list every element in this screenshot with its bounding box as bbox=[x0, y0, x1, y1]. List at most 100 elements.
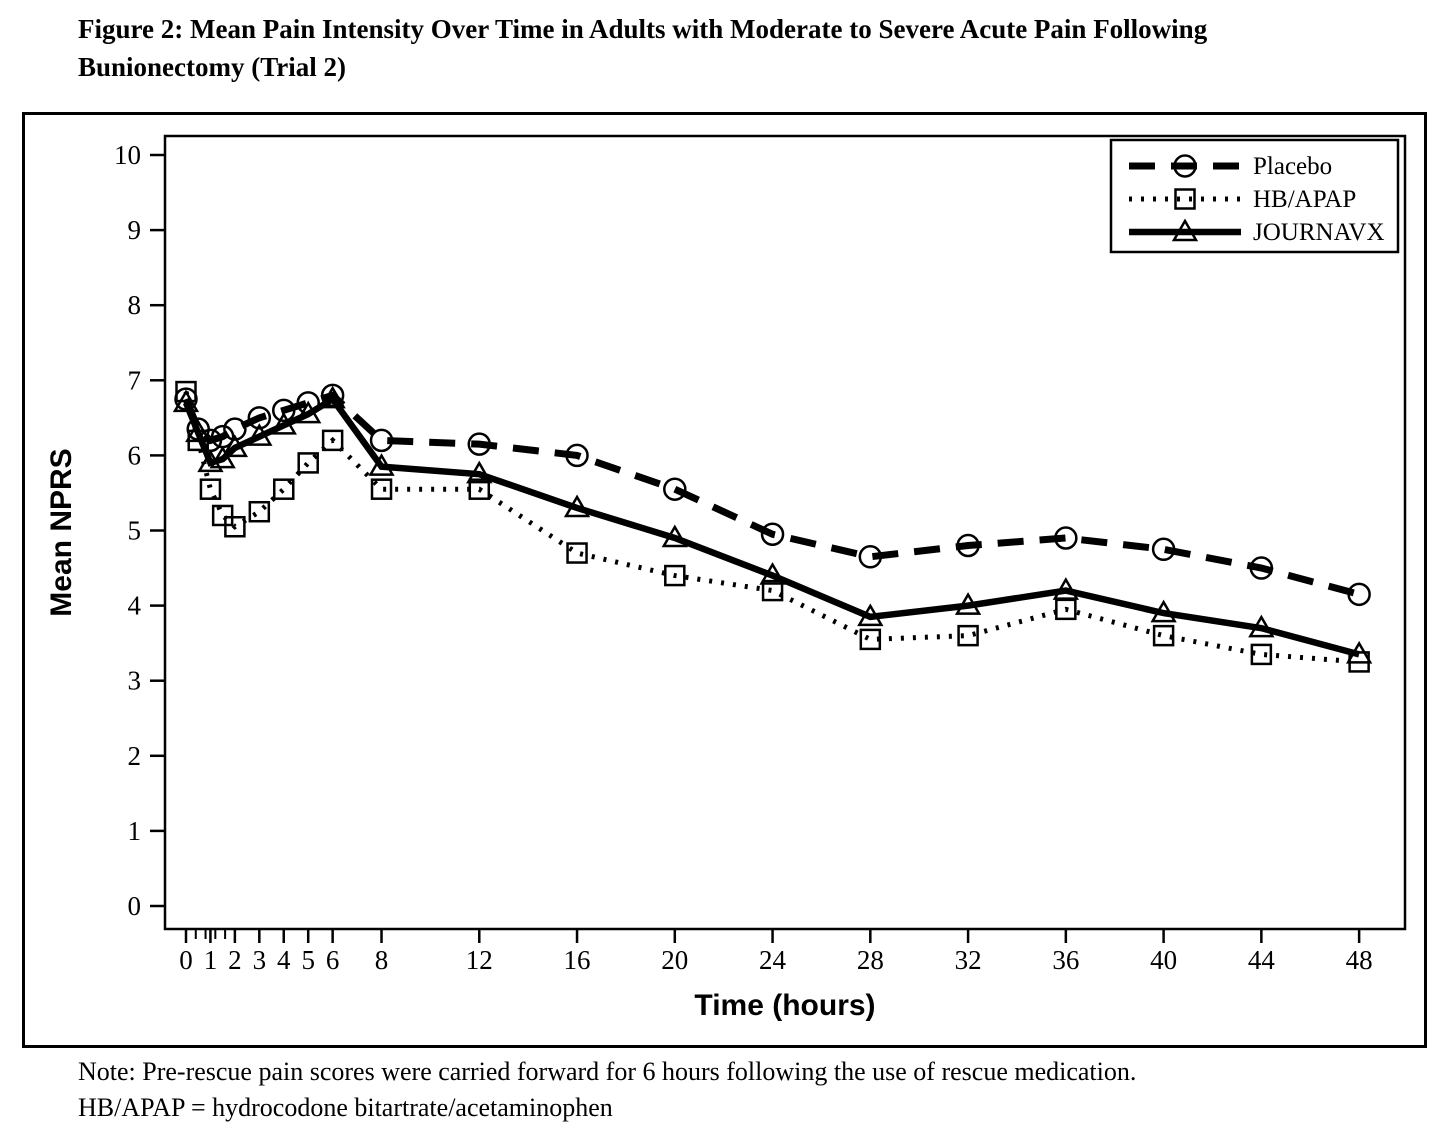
triangle-marker bbox=[221, 434, 249, 458]
circle-marker bbox=[956, 533, 980, 558]
triangle-marker bbox=[1248, 614, 1275, 638]
square-marker bbox=[1152, 624, 1175, 647]
legend-label: Placebo bbox=[1253, 153, 1332, 180]
square-marker bbox=[211, 504, 234, 527]
series-journavx bbox=[172, 385, 1373, 664]
x-tick-label: 6 bbox=[326, 945, 340, 975]
triangle-marker bbox=[1171, 218, 1199, 242]
square-marker bbox=[1174, 188, 1196, 210]
x-tick-label: 28 bbox=[857, 945, 884, 975]
triangle-marker bbox=[661, 524, 688, 548]
triangle-marker bbox=[759, 562, 786, 585]
square-marker bbox=[761, 579, 784, 602]
x-tick-label: 16 bbox=[564, 945, 591, 975]
triangle-marker bbox=[563, 494, 591, 518]
square-marker bbox=[859, 628, 882, 651]
circle-marker bbox=[1151, 537, 1176, 562]
square-marker bbox=[664, 564, 686, 587]
y-axis-title: Mean NPRS bbox=[45, 448, 78, 616]
series-line bbox=[183, 390, 1360, 665]
x-tick-label: 20 bbox=[661, 945, 688, 975]
triangle-marker bbox=[295, 400, 322, 424]
y-tick-label: 8 bbox=[128, 290, 142, 320]
series-line bbox=[182, 391, 1361, 598]
series-line bbox=[182, 394, 1360, 658]
x-tick-label: 5 bbox=[301, 945, 315, 975]
square-marker bbox=[199, 478, 222, 500]
circle-marker bbox=[858, 545, 883, 569]
y-tick-label: 4 bbox=[128, 591, 142, 621]
y-axis: 0 1 2 3 4 5 6 7 8 9 10 bbox=[114, 140, 165, 921]
x-tick-label: 24 bbox=[759, 945, 787, 975]
square-marker bbox=[175, 380, 197, 403]
y-tick-label: 10 bbox=[114, 140, 141, 170]
x-tick-label: 32 bbox=[955, 945, 982, 975]
x-tick-label: 36 bbox=[1052, 945, 1079, 975]
circle-marker bbox=[1249, 556, 1274, 580]
circle-marker bbox=[663, 477, 687, 501]
y-tick-label: 6 bbox=[128, 440, 142, 470]
legend-label: JOURNAVX bbox=[1253, 219, 1385, 246]
y-tick-label: 0 bbox=[128, 891, 142, 921]
figure-note-line-2: HB/APAP = hydrocodone bitartrate/acetami… bbox=[78, 1093, 613, 1122]
series-placebo bbox=[174, 383, 1371, 607]
y-tick-label: 3 bbox=[128, 666, 142, 696]
y-tick-label: 9 bbox=[128, 215, 142, 245]
x-tick-label: 48 bbox=[1346, 945, 1373, 975]
figure-note: Note: Pre-rescue pain scores were carrie… bbox=[78, 1054, 1418, 1126]
series-hb-apap bbox=[175, 380, 1370, 673]
legend: Placebo HB/APAP JOURNAVX bbox=[1109, 138, 1400, 254]
circle-marker bbox=[272, 398, 296, 423]
triangle-marker bbox=[1150, 599, 1177, 623]
square-marker bbox=[566, 542, 588, 564]
circle-marker bbox=[1054, 526, 1078, 550]
square-marker bbox=[273, 478, 295, 500]
triangle-marker bbox=[954, 592, 982, 615]
x-axis: 0 1 2 3 4 5 6 8 12 16 20 24 28 32 36 40 44 48 bbox=[179, 929, 1373, 975]
x-tick-label: 0 bbox=[179, 945, 193, 975]
triangle-marker bbox=[172, 389, 200, 413]
legend-label: HB/APAP bbox=[1253, 186, 1356, 213]
triangle-marker bbox=[368, 453, 395, 476]
y-tick-label: 5 bbox=[128, 516, 142, 546]
x-axis-title: Time (hours) bbox=[694, 989, 875, 1022]
circle-marker bbox=[467, 432, 492, 456]
figure-note-line-1: Note: Pre-rescue pain scores were carrie… bbox=[78, 1057, 1137, 1086]
triangle-marker bbox=[466, 460, 493, 484]
square-marker bbox=[297, 452, 319, 474]
square-marker bbox=[224, 515, 246, 538]
triangle-marker bbox=[1052, 577, 1080, 600]
square-marker bbox=[370, 478, 393, 500]
y-tick-label: 7 bbox=[128, 365, 142, 395]
square-marker bbox=[1250, 643, 1273, 666]
square-marker bbox=[957, 624, 979, 647]
square-marker bbox=[1055, 598, 1077, 621]
triangle-marker bbox=[209, 445, 236, 469]
circle-marker bbox=[760, 522, 785, 547]
circle-marker bbox=[1347, 582, 1371, 607]
circle-marker bbox=[1173, 154, 1197, 178]
circle-marker bbox=[247, 406, 272, 430]
figure-frame: 0 1 2 3 4 5 6 7 8 9 10 0 1 2 3 4 5 6 8 12 16 20 24 28 32 36 40 44 48… bbox=[22, 112, 1427, 1048]
triangle-marker bbox=[246, 423, 273, 446]
x-tick-label: 8 bbox=[375, 945, 389, 975]
figure-title-line-1: Figure 2: Mean Pain Intensity Over Time … bbox=[78, 14, 1208, 44]
triangle-marker bbox=[185, 419, 212, 443]
x-tick-label: 40 bbox=[1150, 945, 1177, 975]
x-tick-label: 1 bbox=[204, 945, 218, 975]
plot-frame bbox=[163, 134, 1407, 931]
circle-marker bbox=[223, 417, 247, 441]
square-marker bbox=[321, 429, 344, 452]
square-marker bbox=[468, 478, 491, 500]
figure-title: Figure 2: Mean Pain Intensity Over Time … bbox=[78, 10, 1408, 86]
figure-title-line-2: Bunionectomy (Trial 2) bbox=[78, 52, 346, 82]
circle-marker bbox=[369, 428, 394, 453]
x-tick-label: 4 bbox=[277, 945, 291, 975]
x-tick-label: 2 bbox=[228, 945, 242, 975]
y-tick-label: 2 bbox=[128, 741, 142, 771]
circle-marker bbox=[320, 383, 345, 408]
y-tick-label: 1 bbox=[128, 816, 142, 846]
circle-marker bbox=[565, 443, 589, 468]
